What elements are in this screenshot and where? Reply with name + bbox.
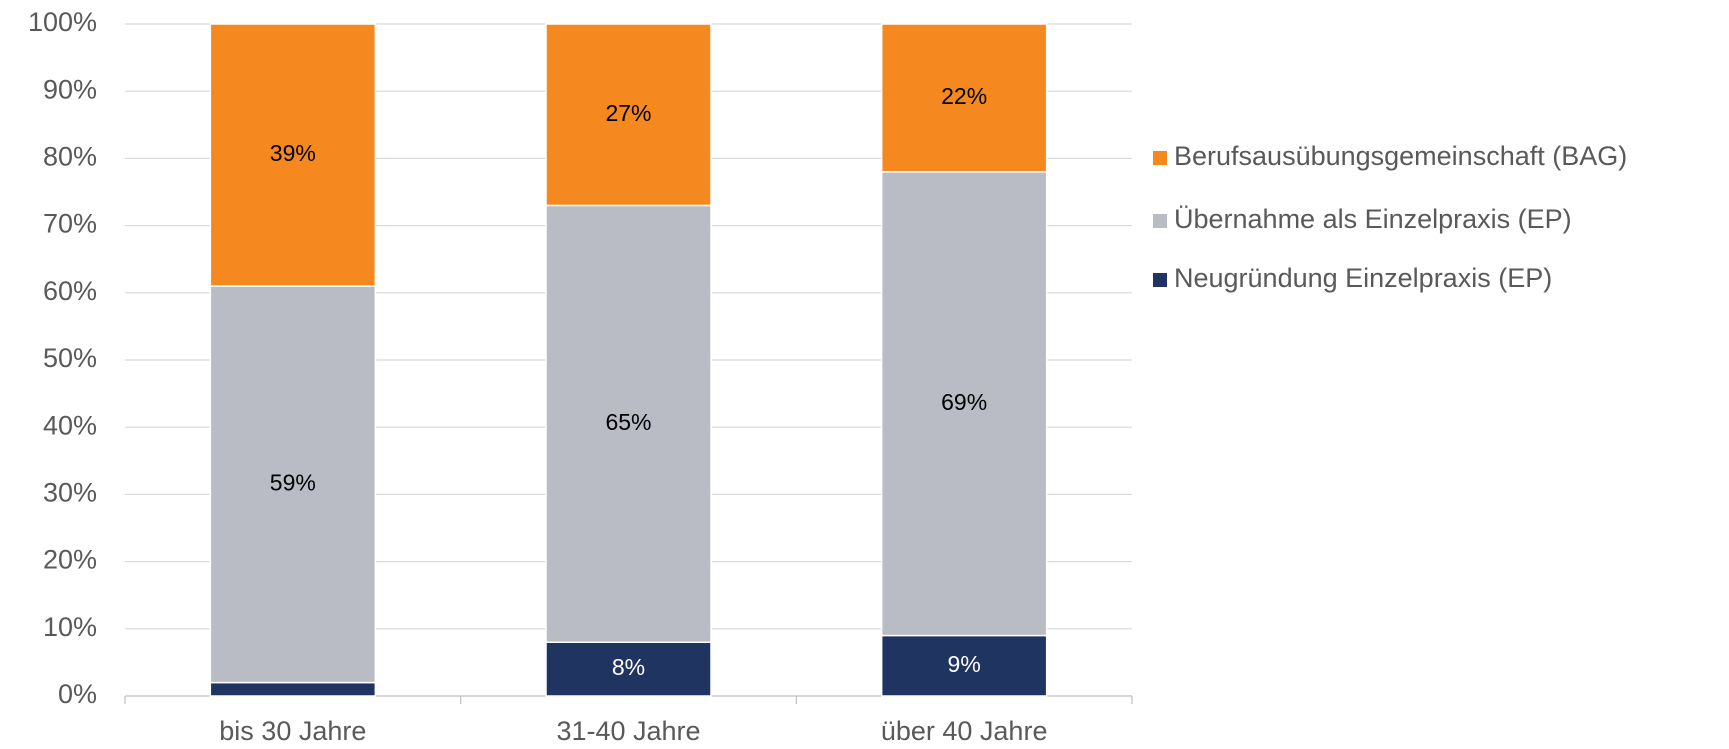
y-tick-label: 100%: [28, 7, 97, 37]
y-tick-label: 90%: [43, 74, 97, 104]
legend-label: Neugründung Einzelpraxis (EP): [1174, 263, 1552, 293]
y-tick-label: 60%: [43, 276, 97, 306]
legend-swatch: [1153, 214, 1167, 228]
value-label: 65%: [605, 409, 651, 435]
value-label: 39%: [270, 140, 316, 166]
y-tick-label: 40%: [43, 410, 97, 440]
bar-segment: [880, 23, 1048, 173]
value-label: 27%: [605, 100, 651, 126]
legend-label: Übernahme als Einzelpraxis (EP): [1174, 204, 1572, 234]
y-tick-label: 10%: [43, 612, 97, 642]
y-tick-label: 0%: [58, 679, 97, 709]
value-label: 9%: [948, 651, 981, 677]
legend-swatch: [1153, 273, 1167, 287]
bar-segment: [209, 285, 377, 684]
value-label: 8%: [612, 654, 645, 680]
bar-segment: [545, 204, 712, 643]
y-tick-label: 80%: [43, 142, 97, 172]
bar-segment: [209, 23, 377, 287]
legend-label: Berufsausübungsgemeinschaft (BAG): [1174, 141, 1627, 171]
value-label: 69%: [941, 389, 987, 415]
value-label: 59%: [270, 469, 316, 495]
y-tick-label: 70%: [43, 209, 97, 239]
y-tick-label: 50%: [43, 343, 97, 373]
bar-segment: [545, 641, 712, 697]
y-tick-label: 20%: [43, 545, 97, 575]
legend-swatch: [1153, 151, 1167, 165]
y-tick-label: 30%: [43, 478, 97, 508]
bar-segment: [880, 634, 1048, 697]
bar-segment: [545, 23, 712, 207]
x-tick-label: 31-40 Jahre: [556, 716, 700, 746]
value-label: 22%: [941, 83, 987, 109]
x-tick-label: über 40 Jahre: [881, 716, 1048, 746]
bar-segment: [209, 681, 377, 697]
x-tick-label: bis 30 Jahre: [219, 716, 366, 746]
